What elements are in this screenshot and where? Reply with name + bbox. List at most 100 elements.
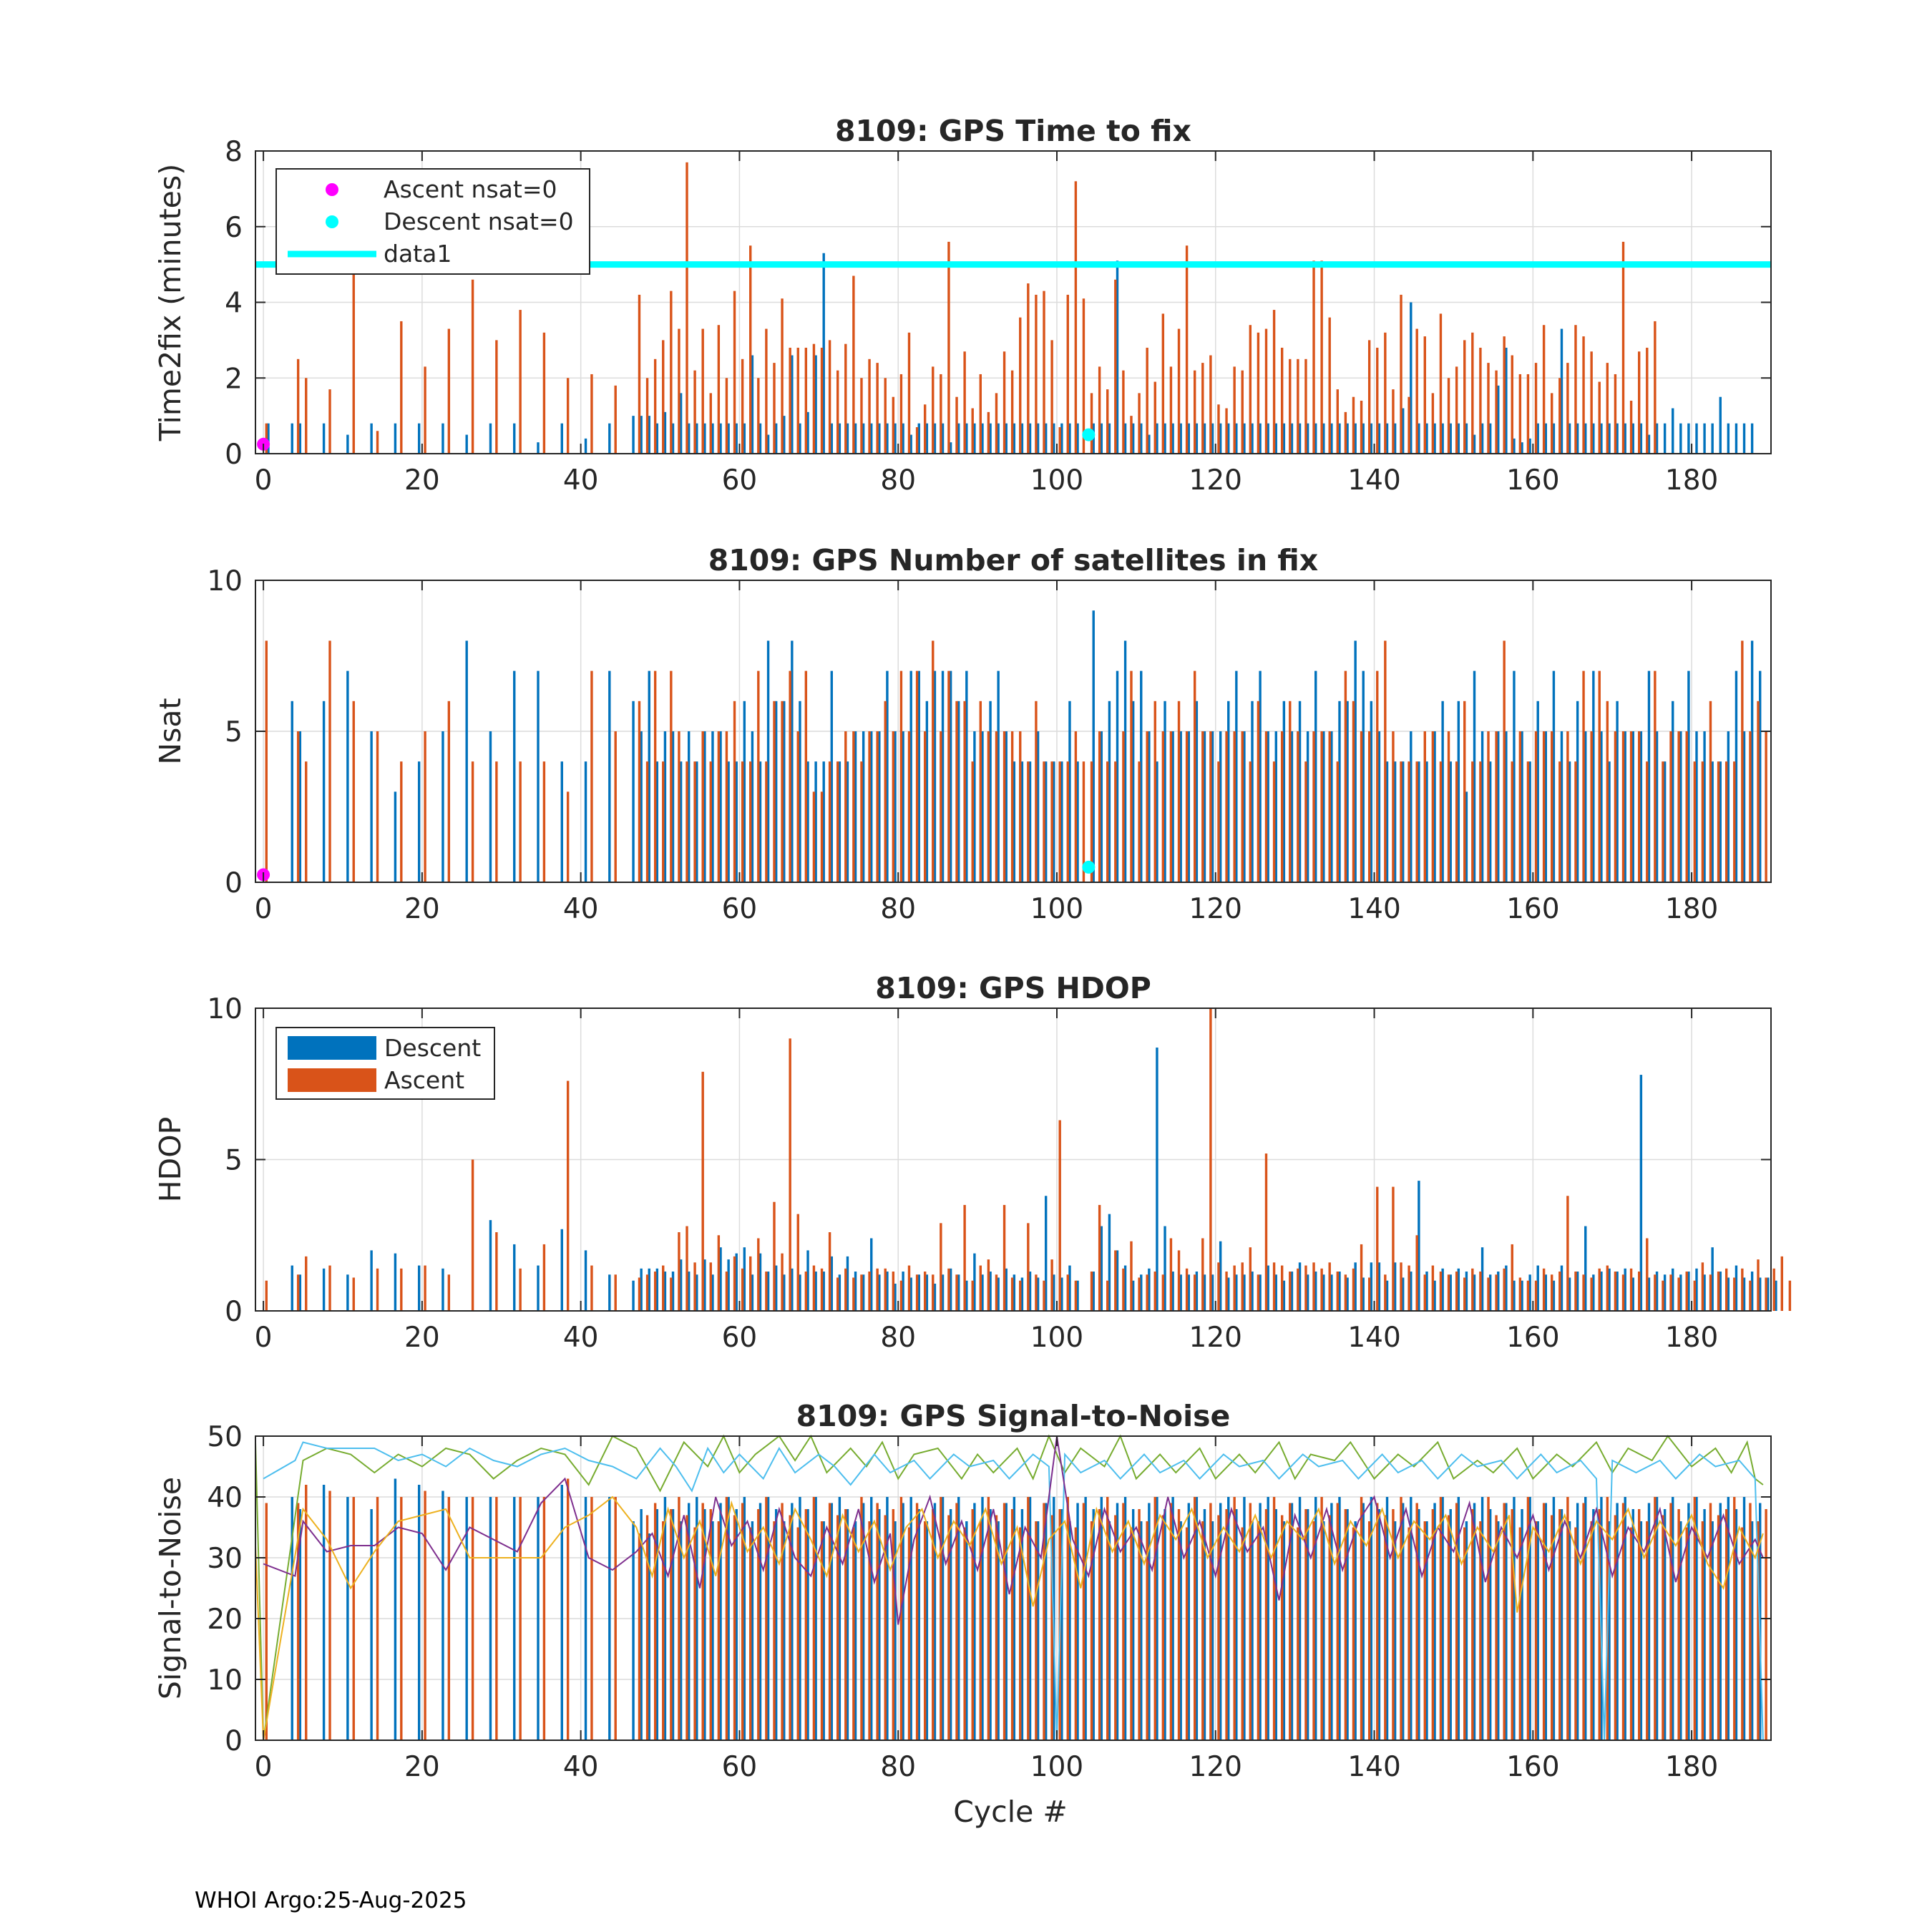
descent-bar [1108,423,1111,454]
ascent-bar [1566,731,1569,882]
descent-bar [1274,731,1277,882]
time-to-fix-bars [265,162,1754,454]
descent-bar [1211,423,1214,454]
ascent-bar [940,374,942,454]
ascent-bar [1043,291,1045,454]
x-tick-label: 160 [1506,893,1559,925]
ascent-bar [1304,761,1307,882]
descent-bar [711,731,714,882]
descent-snr-bar [941,1497,945,1740]
descent-bar [1608,423,1611,454]
ascent-bar [296,358,300,454]
ascent-bar [1280,731,1284,882]
ascent-bar [638,294,641,454]
ascent-snr-bar [1662,1515,1664,1740]
descent-snr-bar [322,1485,326,1740]
descent-bar [1663,1274,1667,1311]
descent-bar [1005,1268,1008,1311]
descent-bar [894,1283,897,1311]
descent-bar [1298,701,1302,882]
ascent-snr-bar [1280,1515,1284,1740]
descent-bar [766,434,770,454]
descent-snr-bar [1513,1497,1516,1740]
descent-bar [1100,1226,1103,1311]
ascent-bar [1709,1274,1712,1311]
descent-snr-bar [655,1509,659,1740]
ascent-bar [1169,366,1173,454]
x-tick-label: 20 [404,893,440,925]
descent-bar [711,423,714,454]
ascent-bar [1447,378,1450,454]
ascent-bar [1582,1274,1585,1311]
ascent-snr-bar [1138,1509,1141,1740]
descent-bar [1759,670,1762,882]
descent-bar [1767,1277,1770,1311]
x-tick-label: 80 [880,464,916,497]
descent-snr-bar [1100,1497,1103,1740]
descent-snr-bar [1465,1521,1468,1740]
ascent-bar [1518,374,1522,454]
descent-bar [917,670,920,882]
ascent-bar [1233,366,1236,454]
descent-snr-bar [291,1497,293,1740]
y-tick-label: 5 [225,716,243,748]
descent-snr-bar [925,1521,929,1740]
ascent-snr-bar [447,1497,451,1740]
ascent-bar [1280,1265,1284,1311]
descent-bar [743,423,746,454]
x-tick-label: 0 [255,1322,273,1354]
ascent-bar [1407,396,1410,454]
ascent-bar [1724,761,1728,882]
ascent-snr-bar [1392,1509,1395,1740]
descent-bar [1393,1262,1397,1311]
descent-bar [997,1277,1000,1311]
ascent-bar [1423,1274,1426,1311]
ascent-bar [328,389,331,454]
descent-bar [846,423,849,454]
descent-bar [766,1272,770,1311]
descent-bar [1616,1272,1619,1311]
descent-snr-bar [711,1521,714,1740]
nsat-ylabel: Nsat [153,698,187,764]
x-tick-label: 180 [1665,893,1718,925]
ascent-snr-bar [1701,1521,1704,1740]
descent-bar [1227,1277,1230,1311]
descent-bar [1576,423,1579,454]
descent-bar [1314,423,1317,454]
descent-snr-bar [1354,1521,1357,1740]
x-tick-label: 140 [1347,1751,1400,1783]
ascent-bar [1233,1265,1236,1311]
descent-snr-bar [917,1509,920,1740]
ascent-bar [1534,1280,1538,1311]
ascent-snr-bar [1272,1497,1276,1740]
descent-bar [687,731,691,882]
descent-bar [1521,442,1523,454]
ascent-bar [1098,731,1101,882]
ascent-bar [1621,241,1625,454]
ascent-bar [1503,336,1506,454]
ascent-bar [447,1274,451,1311]
ascent-bar [1654,321,1657,454]
ascent-bar [1621,1274,1625,1311]
ascent-bar [1272,310,1276,454]
ascent-bar [1717,1272,1720,1311]
descent-bar [1028,423,1032,454]
snr-ylabel: Signal-to-Noise [153,1477,187,1699]
descent-bar [933,1283,937,1311]
descent-bar [394,791,397,882]
descent-snr-bar [1235,1509,1238,1740]
ascent-snr-bar [1233,1497,1236,1740]
legend-descent-nsat0-marker [326,215,338,228]
descent-bar [799,423,801,454]
descent-bar [1259,670,1262,882]
descent-snr-bar [1449,1509,1452,1740]
ascent-snr-bar [1717,1515,1720,1740]
descent-bar [957,423,960,454]
descent-bar [727,1259,730,1311]
descent-snr-bar [489,1497,492,1740]
descent-bar [1473,670,1476,882]
x-tick-label: 100 [1030,1751,1083,1783]
descent-bar [846,761,849,882]
ascent-snr-bar [1312,1521,1315,1740]
ascent-bar [1138,1277,1141,1311]
